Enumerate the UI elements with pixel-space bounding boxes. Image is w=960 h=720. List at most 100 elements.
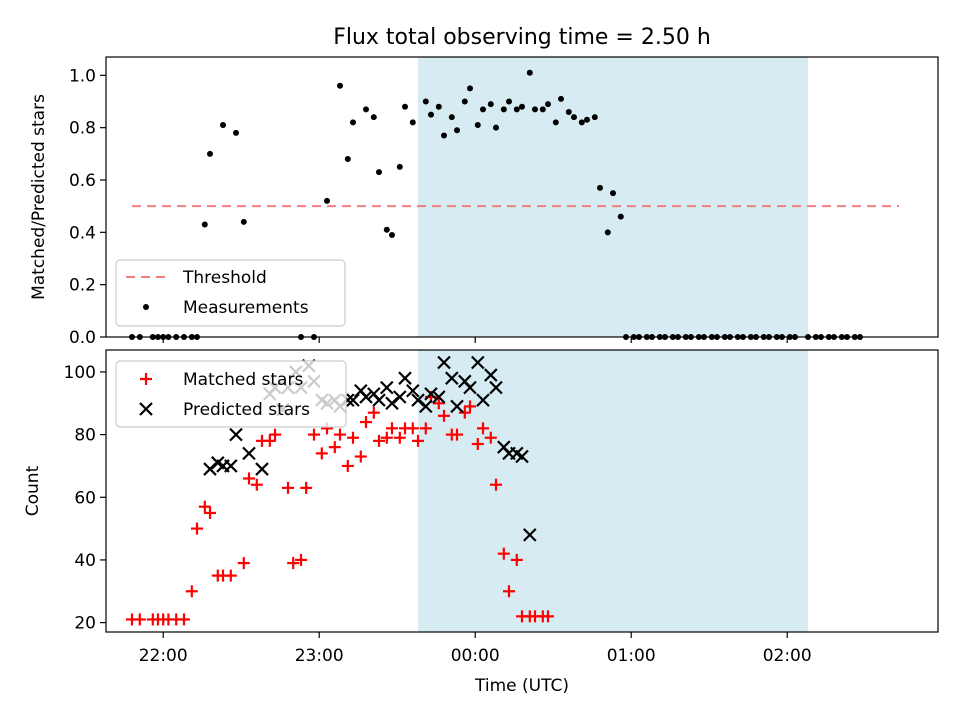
measurement-point [402,103,408,110]
predicted-star-point [229,427,243,442]
matched-star-point [133,613,146,626]
matched-star-point [510,553,523,566]
measurement-point [461,98,468,105]
bottom-highlight-span [418,350,808,632]
measurement-point [506,98,512,105]
bottom-y-ticks: 20 40 60 80 100 [64,363,106,634]
top-legend: Threshold Measurements [115,259,346,327]
x-tick-label: 01:00 [607,646,656,666]
x-tick-label: 00:00 [451,646,500,666]
top-y-axis-label: Matched/Predicted stars [29,94,49,300]
count-points [126,355,554,626]
predicted-star-point [224,459,238,473]
bottom-y-axis-label: Count [23,465,43,516]
top-axes-frame [105,56,939,338]
measurement-point [350,119,356,126]
predicted-star-point [398,371,412,385]
measurement-point [409,119,416,126]
predicted-star-point [450,399,464,414]
matched-star-point [419,422,432,435]
predicted-star-point [515,449,529,464]
top-y-tick-label: 0.0 [69,328,96,348]
measurement-point [480,106,486,113]
measurement-point [428,111,434,118]
matched-star-point [438,409,450,422]
matched-star-point [373,434,385,447]
matched-star-point [315,447,328,460]
measurement-point [487,101,494,108]
matched-star-point [191,522,203,535]
measurement-point [344,156,351,163]
predicted-star-point [484,368,498,382]
matched-star-point [432,397,445,410]
legend-threshold-label: Threshold [182,268,267,288]
legend-matched-label: Matched stars [183,370,303,390]
bottom-y-tick-label: 100 [64,363,96,383]
top-y-tick-label: 0.2 [69,276,96,296]
measurement-point [396,163,403,170]
predicted-star-point [476,393,490,407]
matched-star-point [542,610,554,623]
matched-star-point [464,400,476,413]
measurement-point [370,114,377,121]
matched-star-point [341,459,354,472]
predicted-star-point [424,387,438,401]
matched-star-point [300,481,313,494]
matched-star-point [224,569,237,582]
bottom-x-ticks: 22:00 23:00 00:00 01:00 02:00 [139,632,812,666]
measurement-point [435,103,442,110]
top-y-tick-label: 1.0 [69,66,96,86]
measurement-point [233,129,239,136]
matched-star-point [471,438,484,450]
matched-star-point [490,478,502,491]
measurement-point [448,114,455,121]
measurement-point [584,116,590,123]
legend-box [115,259,346,327]
legend-measurements-swatch [143,304,149,310]
measurement-point [324,197,330,204]
measurement-point [565,108,572,115]
matched-star-point [386,422,398,435]
measurement-point [526,69,533,76]
predicted-star-point [437,355,451,370]
legend-predicted-label: Predicted stars [183,400,310,420]
matched-star-point [393,431,406,444]
top-y-ticks: 0.0 0.2 0.4 0.6 0.8 1.0 [69,66,106,348]
measurement-point [519,103,525,110]
measurement-point [617,213,624,220]
predicted-star-point [489,380,503,395]
measurement-point [500,106,507,113]
top-y-tick-label: 0.8 [69,119,96,139]
matched-star-point [451,428,463,441]
matched-star-point [243,472,255,485]
matched-star-point [412,434,424,447]
predicted-star-point [406,383,420,398]
measurement-point [474,122,481,129]
matched-star-point [334,428,346,441]
matched-star-point [282,481,294,494]
top-highlight-span [418,57,808,337]
x-axis-label: Time (UTC) [474,676,569,696]
matched-star-point [178,613,190,626]
matched-star-point [237,557,250,570]
measurement-point [532,106,538,113]
predicted-star-point [380,380,394,395]
predicted-star-point [242,446,256,461]
measurement-point [610,190,616,197]
measurement-point [383,226,390,233]
measurement-point [441,132,447,139]
matched-star-point [497,547,510,560]
matched-star-point [347,431,359,444]
legend-box [115,360,347,428]
matched-star-point [360,416,372,429]
bottom-axes-frame [105,349,939,633]
legend-matched-swatch [140,373,152,385]
measurement-point [422,98,429,105]
measurement-point [207,150,213,157]
matched-star-point [354,450,367,463]
x-tick-label: 02:00 [763,646,812,666]
bottom-y-tick-label: 40 [74,551,96,571]
matched-star-point [484,431,497,444]
measurement-point [513,106,520,113]
predicted-star-point [346,393,360,407]
